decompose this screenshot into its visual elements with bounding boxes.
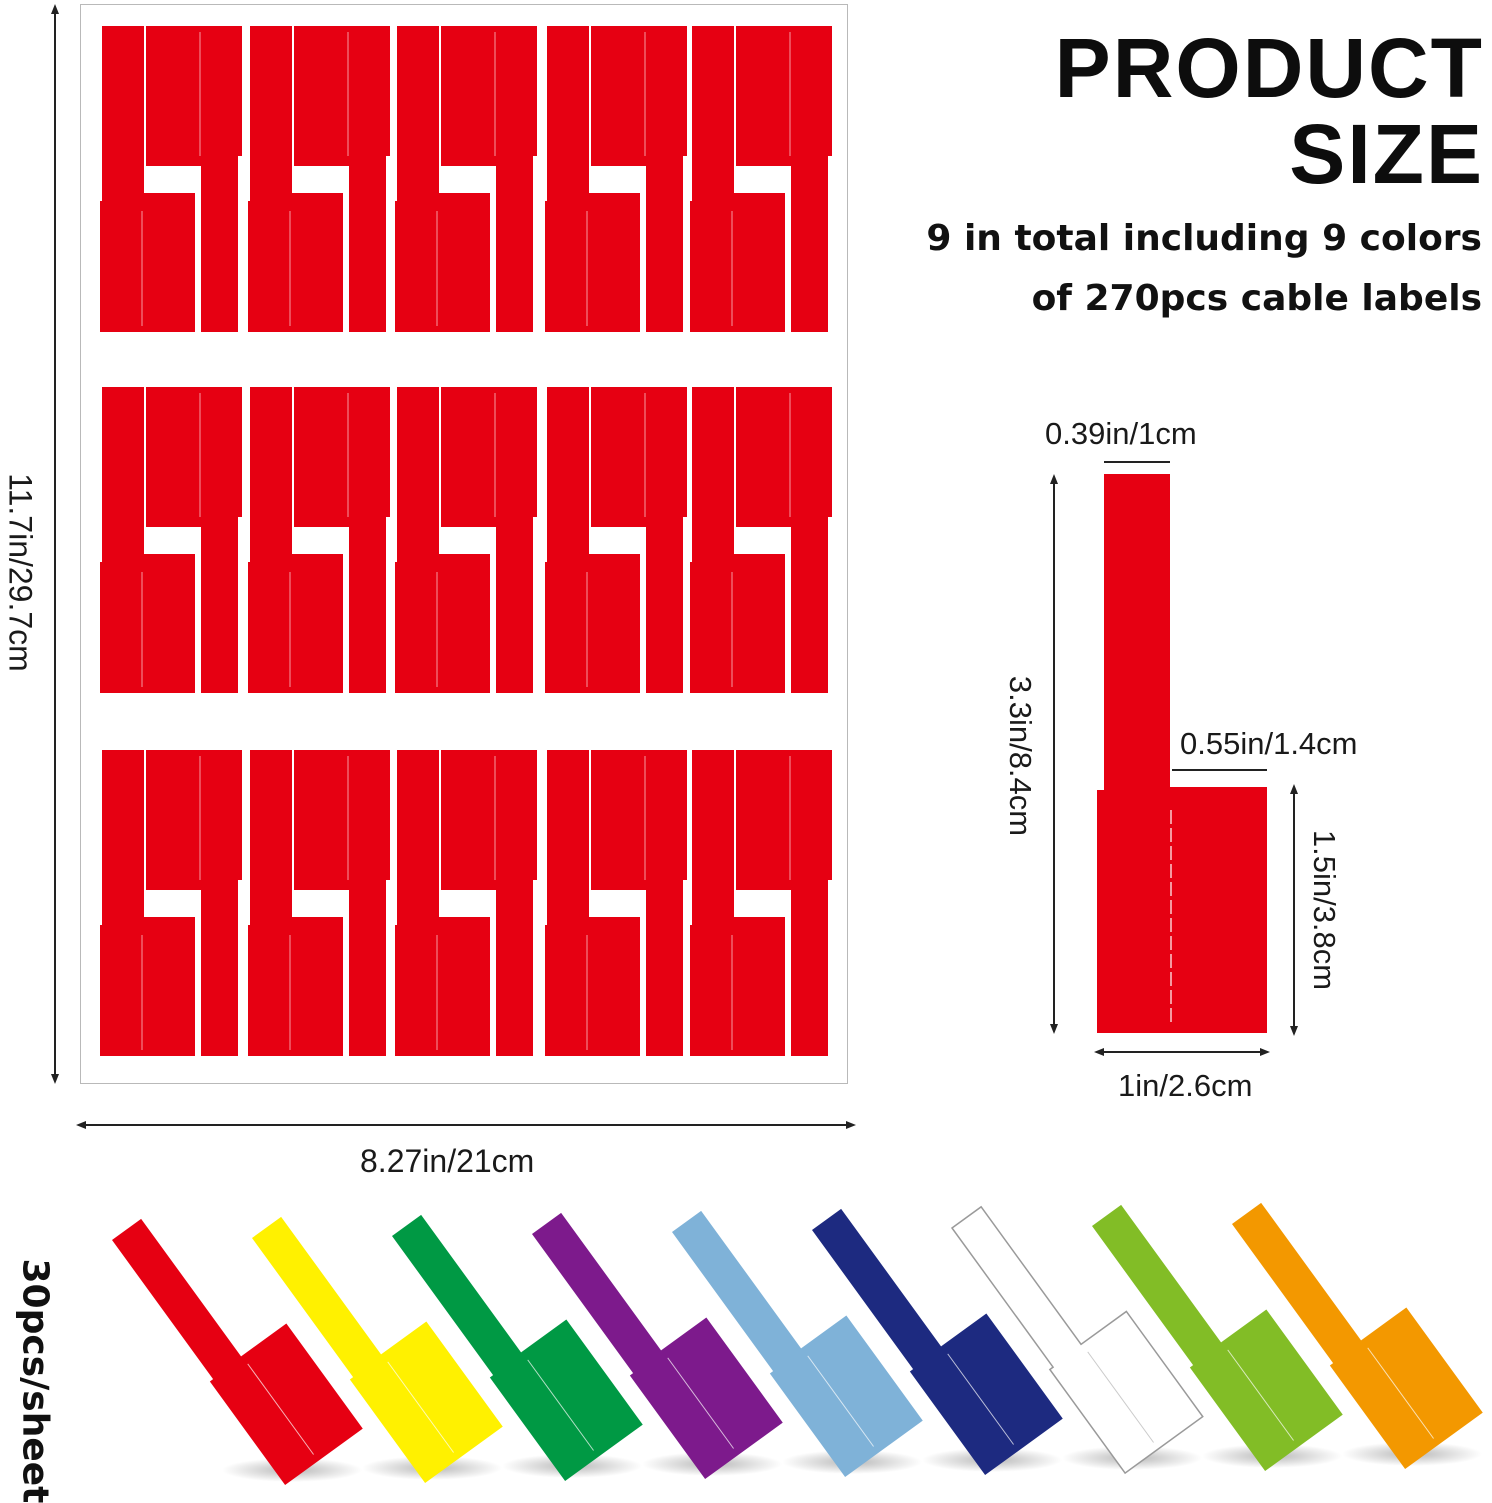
subtitle-line-2: of 270pcs cable labels — [1031, 278, 1482, 319]
sheet-label — [591, 26, 687, 332]
color-label-shape — [812, 1208, 1063, 1476]
purple-label — [532, 1212, 783, 1480]
sheet-label — [395, 750, 490, 1056]
fold-line — [1367, 1347, 1434, 1439]
sheet-label — [248, 750, 343, 1056]
fold-line — [667, 1357, 734, 1449]
sheet-label — [294, 750, 390, 1056]
sheet-label — [395, 387, 490, 693]
sheet-label-pair — [100, 26, 242, 332]
red-label — [112, 1218, 363, 1486]
fold-line — [947, 1353, 1014, 1445]
sheet-label-pair — [248, 26, 390, 332]
sheet-label-pair — [395, 387, 537, 693]
sheet-label — [545, 387, 640, 693]
light-blue-label — [672, 1210, 923, 1478]
sheet-label — [248, 387, 343, 693]
color-label-shape — [1092, 1204, 1343, 1472]
sheet-label-pair — [545, 26, 687, 332]
sheet-label-pair — [395, 26, 537, 332]
green-label — [392, 1214, 643, 1482]
fold-line — [247, 1363, 314, 1455]
total-height-label: 3.3in/8.4cm — [1003, 675, 1038, 837]
sheet-label-pair — [248, 387, 390, 693]
sheet-label — [545, 750, 640, 1056]
fold-line — [527, 1359, 594, 1451]
color-label-shape — [1232, 1202, 1483, 1470]
sheet-label — [736, 750, 832, 1056]
sheet-label — [100, 26, 195, 332]
subtitle-line-1: 9 in total including 9 colors — [926, 218, 1482, 259]
sheet-label — [591, 387, 687, 693]
sheet-label — [294, 387, 390, 693]
fold-line — [1087, 1351, 1154, 1443]
sheet-label — [146, 26, 242, 332]
color-samples — [112, 1202, 1483, 1486]
sheet-label — [690, 387, 785, 693]
top-width-label: 0.39in/1cm — [1045, 416, 1197, 451]
sheet-label-pair — [100, 750, 242, 1056]
sheet-label — [146, 387, 242, 693]
sheet-label — [441, 26, 537, 332]
color-label-shape — [112, 1218, 363, 1486]
color-label-shape — [532, 1212, 783, 1480]
yellow-label — [252, 1216, 503, 1484]
lime-green-label — [1092, 1204, 1343, 1472]
sheet-label — [248, 26, 343, 332]
sheet-width-arrow — [76, 1121, 856, 1129]
total-width-label: 1in/2.6cm — [1118, 1068, 1253, 1103]
sheet-label — [690, 26, 785, 332]
fold-line — [1227, 1349, 1294, 1441]
single-label-diagram — [1050, 461, 1298, 1056]
sheet-height-label: 11.7in/29.7cm — [2, 473, 39, 672]
navy-label — [812, 1208, 1063, 1476]
sheet-label-pair — [690, 26, 832, 332]
fold-line — [387, 1361, 454, 1453]
color-label-shape — [950, 1205, 1204, 1475]
sheet-label — [736, 387, 832, 693]
flag-width-label: 0.55in/1.4cm — [1180, 726, 1358, 761]
sheet-label-pair — [545, 750, 687, 1056]
sheet-label — [100, 387, 195, 693]
sheet-label — [545, 26, 640, 332]
sheet-label — [441, 387, 537, 693]
sheet-label-pair — [690, 387, 832, 693]
color-label-shape — [392, 1214, 643, 1482]
sheet-label-pair — [100, 387, 242, 693]
sheet-label-pair — [690, 750, 832, 1056]
sheet-label — [146, 750, 242, 1056]
sheet-label — [690, 750, 785, 1056]
orange-label — [1232, 1202, 1483, 1470]
sheet-width-label: 8.27in/21cm — [360, 1143, 535, 1179]
title-product: PRODUCT — [1054, 21, 1484, 115]
label-shape — [1097, 474, 1267, 1033]
fold-line — [807, 1355, 874, 1447]
color-label-shape — [672, 1210, 923, 1478]
sheet-label — [294, 26, 390, 332]
title-size: SIZE — [1289, 107, 1484, 201]
sheet-label-pair — [545, 387, 687, 693]
flag-height-label: 1.5in/3.8cm — [1307, 829, 1342, 991]
white-label — [950, 1205, 1204, 1475]
sheet-label — [395, 26, 490, 332]
sheet-height-arrow — [51, 4, 59, 1084]
sheet-label — [441, 750, 537, 1056]
sheet-label — [736, 26, 832, 332]
sheet-label-pair — [395, 750, 537, 1056]
sheet-label — [100, 750, 195, 1056]
sheet-label — [591, 750, 687, 1056]
sheet-label-pair — [248, 750, 390, 1056]
color-label-shape — [252, 1216, 503, 1484]
